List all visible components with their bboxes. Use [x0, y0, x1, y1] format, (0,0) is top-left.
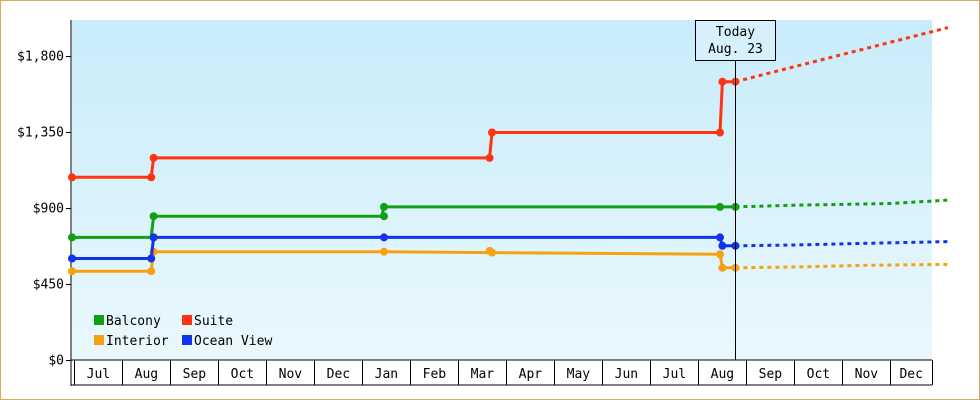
x-tick-label: Jan — [375, 367, 398, 382]
x-tick-label: Mar — [471, 367, 495, 382]
y-tick-label: $450 — [33, 278, 64, 293]
legend-label-ocean-view: Ocean View — [194, 334, 272, 349]
today-label: Today — [716, 25, 755, 40]
data-point-balcony — [716, 202, 724, 211]
y-tick-label: $0 — [48, 354, 64, 369]
y-tick-label: $1,800 — [17, 50, 64, 65]
x-tick-label: Nov — [279, 367, 303, 382]
data-point-interior — [68, 267, 76, 276]
series-forecast-interior — [735, 262, 949, 270]
legend: Balcony Suite Interior Ocean View — [94, 314, 272, 349]
axes: $0 $450 $900 $1,350 $1,800 Jul Aug Sep Oct Nov Dec… — [17, 20, 933, 386]
data-point-interior — [488, 248, 496, 257]
x-tick-label: Jun — [615, 367, 638, 382]
data-point-ocean-view — [718, 241, 727, 250]
legend-swatch-balcony — [94, 315, 104, 325]
data-point-suite — [147, 173, 156, 182]
x-tick-label: Dec — [327, 367, 350, 382]
x-tick-label: Jul — [663, 367, 686, 382]
data-point-interior — [147, 267, 156, 276]
data-point-suite — [485, 153, 494, 162]
x-tick-label: Sep — [759, 367, 783, 382]
legend-label-balcony: Balcony — [106, 314, 161, 329]
x-tick-label: Feb — [423, 367, 447, 382]
data-point-suite — [716, 128, 724, 137]
data-point-ocean-view — [68, 254, 76, 263]
x-tick-label: Aug — [135, 367, 158, 382]
legend-swatch-ocean-view — [182, 335, 192, 345]
data-point-balcony — [149, 212, 158, 221]
data-point-ocean-view — [716, 233, 724, 242]
data-point-balcony — [68, 233, 76, 242]
data-point-ocean-view — [147, 254, 156, 263]
today-box — [695, 20, 776, 61]
x-tick-label: Dec — [899, 367, 922, 382]
data-point-interior — [716, 250, 724, 259]
x-tick-label: Jul — [87, 367, 110, 382]
today-marker: Today Aug. 23 — [695, 20, 776, 360]
y-tick-label: $1,350 — [17, 126, 64, 141]
data-point-balcony — [380, 212, 388, 221]
x-tick-label: Nov — [855, 367, 879, 382]
data-point-suite — [718, 77, 727, 86]
plot-area — [72, 20, 932, 360]
series-forecast-balcony — [735, 198, 949, 209]
y-tick-label: $900 — [33, 202, 64, 217]
legend-swatch-suite — [182, 315, 192, 325]
today-date-label: Aug. 23 — [708, 42, 763, 57]
data-point-balcony — [380, 202, 388, 211]
x-tick-label: Apr — [519, 367, 543, 382]
x-tick-label: Aug — [711, 367, 734, 382]
legend-label-suite: Suite — [194, 314, 233, 329]
data-point-ocean-view — [380, 233, 388, 242]
x-tick-label: Sep — [183, 367, 207, 382]
data-point-ocean-view — [149, 233, 158, 242]
data-point-suite — [68, 173, 76, 182]
series-layer — [68, 26, 949, 276]
x-tick-label: Oct — [807, 367, 830, 382]
x-tick-label: May — [567, 367, 591, 382]
data-point-interior — [718, 263, 727, 272]
legend-swatch-interior — [94, 335, 104, 345]
data-point-suite — [149, 153, 158, 162]
legend-label-interior: Interior — [106, 334, 169, 349]
series-forecast-ocean-view — [735, 240, 949, 248]
x-tick-label: Oct — [231, 367, 254, 382]
data-point-suite — [488, 128, 496, 137]
data-point-interior — [380, 247, 388, 256]
